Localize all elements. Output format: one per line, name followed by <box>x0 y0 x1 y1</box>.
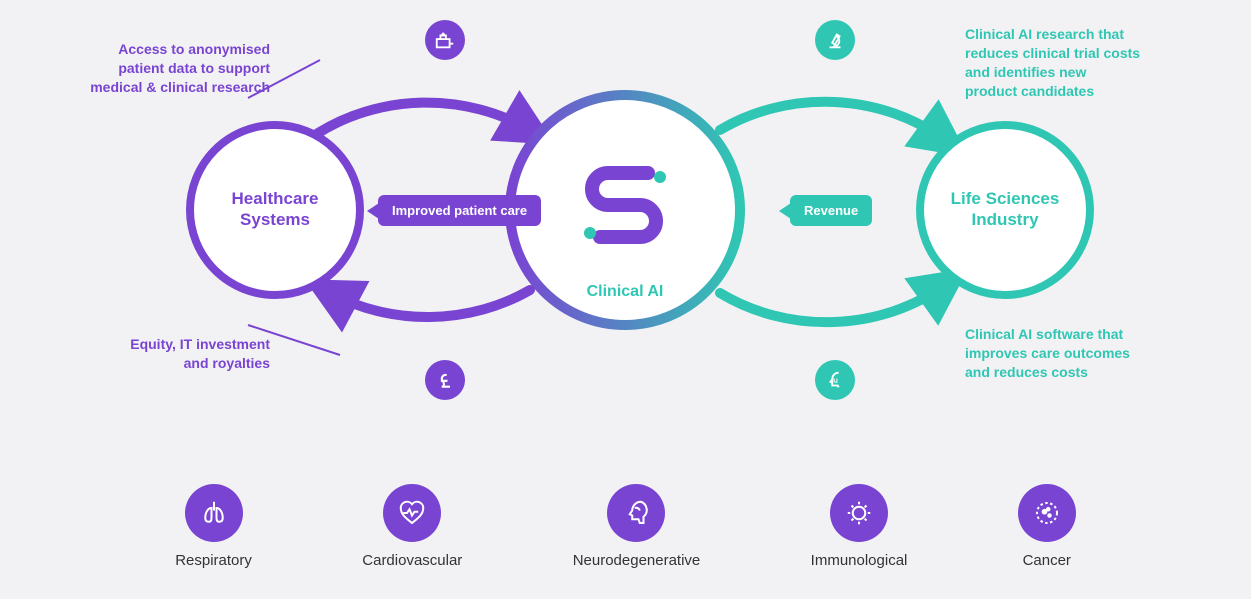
pill-improved-care: Improved patient care <box>378 195 541 226</box>
annotation-top-right: Clinical AI research that reduces clinic… <box>965 25 1175 101</box>
arc-top-left <box>315 103 530 135</box>
sensyne-logo-icon <box>560 145 690 265</box>
pill-revenue: Revenue <box>790 195 872 226</box>
annotation-top-left: Access to anonymised patient data to sup… <box>90 40 270 97</box>
category-cardiovascular: Cardiovascular <box>362 484 462 569</box>
arc-bottom-left <box>330 290 530 317</box>
category-immunological: Immunological <box>811 484 908 569</box>
label-lifesciences: Life Sciences Industry <box>935 188 1075 231</box>
brain-icon <box>607 484 665 542</box>
heart-icon <box>383 484 441 542</box>
category-label: Neurodegenerative <box>573 552 701 569</box>
category-label: Respiratory <box>175 552 252 569</box>
microscope-icon <box>815 20 855 60</box>
annotation-bottom-right: Clinical AI software that improves care … <box>965 325 1175 382</box>
category-cancer: Cancer <box>1018 484 1076 569</box>
virus-icon <box>830 484 888 542</box>
pound-icon <box>425 360 465 400</box>
category-label: Cardiovascular <box>362 552 462 569</box>
category-label: Cancer <box>1023 552 1071 569</box>
lungs-icon <box>185 484 243 542</box>
svg-text:AI: AI <box>831 378 838 385</box>
cell-icon <box>1018 484 1076 542</box>
ai-head-icon: AI <box>815 360 855 400</box>
category-respiratory: Respiratory <box>175 484 252 569</box>
annotation-bottom-left: Equity, IT investment and royalties <box>90 335 270 373</box>
arc-top-right <box>720 102 945 140</box>
hospital-icon <box>425 20 465 60</box>
category-neurodegenerative: Neurodegenerative <box>573 484 701 569</box>
label-healthcare: Healthcare Systems <box>205 188 345 231</box>
category-label: Immunological <box>811 552 908 569</box>
label-clinical-ai: Clinical AI <box>560 282 690 302</box>
categories-row: Respiratory Cardiovascular Neurodegenera… <box>0 484 1251 569</box>
arc-bottom-right <box>720 285 945 322</box>
